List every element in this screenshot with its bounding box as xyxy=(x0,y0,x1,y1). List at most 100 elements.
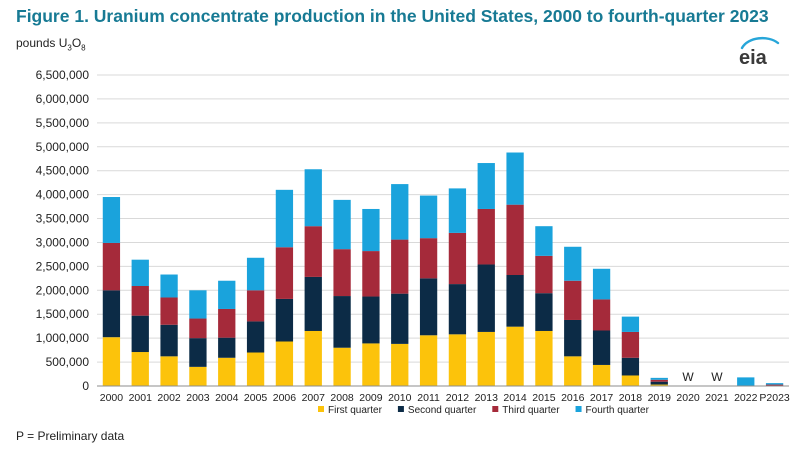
bar-segment xyxy=(160,324,178,357)
bar-segment xyxy=(564,280,582,320)
bar-segment xyxy=(102,242,121,291)
bar-segment xyxy=(102,290,121,338)
y-tick-label: 1,000,000 xyxy=(36,331,90,345)
bar-segment xyxy=(621,316,640,332)
bar-segment xyxy=(304,169,322,227)
footnote: P = Preliminary data xyxy=(16,429,125,443)
bar-segment xyxy=(477,331,495,386)
x-tick-label: 2004 xyxy=(215,392,239,404)
legend-swatch xyxy=(575,406,582,412)
bar-segment xyxy=(535,293,553,331)
bar-segment xyxy=(448,232,467,285)
bar-segment xyxy=(448,284,467,335)
withheld-annotation: W xyxy=(682,370,694,384)
bar-segment xyxy=(275,341,294,386)
bar-segment xyxy=(650,381,668,385)
bar-segment xyxy=(448,334,467,386)
bar-segment xyxy=(189,290,207,319)
y-tick-label: 6,000,000 xyxy=(36,92,90,106)
bar-segment xyxy=(765,384,784,386)
bar-segment xyxy=(333,199,351,250)
bar-segment xyxy=(189,366,207,386)
bar-segment xyxy=(304,226,322,277)
bar-segment xyxy=(477,208,495,265)
bar-segment xyxy=(765,383,784,385)
bar-segment xyxy=(246,321,265,353)
legend-label: First quarter xyxy=(328,405,383,416)
bar-segment xyxy=(535,330,553,386)
x-tick-label: 2019 xyxy=(648,392,672,404)
y-tick-label: 4,000,000 xyxy=(36,188,90,202)
y-tick-label: 5,500,000 xyxy=(36,116,90,130)
y-tick-label: 2,000,000 xyxy=(36,283,90,297)
bar-segment xyxy=(564,356,582,386)
x-tick-label: 2002 xyxy=(157,392,181,404)
bar-segment xyxy=(246,290,265,322)
x-tick-label: 2015 xyxy=(532,392,556,404)
bar-segment xyxy=(218,357,236,386)
bar-segment xyxy=(506,152,524,205)
chart: 0 500,000 1,000,000 1,500,000 2,000,000 2,500… xyxy=(36,68,790,416)
bar-segment xyxy=(592,299,611,331)
x-tick-label: 2003 xyxy=(186,392,210,404)
x-tick-label: 2006 xyxy=(273,392,297,404)
bar-segment xyxy=(333,249,351,297)
x-tick-label: 2021 xyxy=(705,392,729,404)
bar-segment xyxy=(131,352,149,386)
x-tick-label: 2011 xyxy=(417,392,440,404)
x-tick-label: 2010 xyxy=(388,392,412,404)
legend-swatch xyxy=(492,406,499,412)
bar-segment xyxy=(419,278,438,336)
chart-title: Figure 1. Uranium concentrate production… xyxy=(16,6,769,26)
legend-label: Second quarter xyxy=(408,405,477,416)
bar-segment xyxy=(275,189,294,248)
bar-segment xyxy=(650,379,668,382)
x-tick-label: 2013 xyxy=(475,392,499,404)
y-tick-label: 500,000 xyxy=(46,355,90,369)
legend-label: Fourth quarter xyxy=(586,405,650,416)
bar-segment xyxy=(333,296,351,348)
svg-text:eia: eia xyxy=(739,47,768,69)
x-tick-label: 2020 xyxy=(676,392,700,404)
withheld-annotation: W xyxy=(711,370,723,384)
bar-segment xyxy=(506,274,524,327)
x-tick-label: 2012 xyxy=(446,392,470,404)
y-tick-label: 5,000,000 xyxy=(36,140,90,154)
x-tick-label: 2000 xyxy=(100,392,124,404)
bar-segment xyxy=(477,163,495,209)
legend-swatch xyxy=(397,406,404,412)
bar-segment xyxy=(189,338,207,367)
bar-segment xyxy=(535,226,553,256)
bar-segment xyxy=(621,331,640,358)
bar-segment xyxy=(102,197,121,243)
bar-segment xyxy=(592,364,611,386)
x-tick-label: 2022 xyxy=(734,392,758,404)
bar-segment xyxy=(621,375,640,386)
bar-segment xyxy=(362,208,380,252)
x-tick-label: 2005 xyxy=(244,392,268,404)
y-tick-label: 1,500,000 xyxy=(36,307,90,321)
bar-segment xyxy=(218,280,236,309)
x-tick-label: 2014 xyxy=(503,392,527,404)
bar-segment xyxy=(189,318,207,339)
y-tick-label: 2,500,000 xyxy=(36,259,90,273)
y-tick-label: 0 xyxy=(82,379,89,393)
bar-segment xyxy=(564,319,582,357)
bar-segment xyxy=(304,330,322,386)
bar-segment xyxy=(246,257,265,291)
bar-segment xyxy=(419,195,438,239)
bar-segment xyxy=(333,347,351,386)
bar-segment xyxy=(535,255,553,294)
x-tick-label: 2007 xyxy=(302,392,326,404)
bar-segment xyxy=(246,352,265,386)
bar-segment xyxy=(391,293,409,344)
bar-segment xyxy=(592,330,611,365)
y-tick-label: 4,500,000 xyxy=(36,164,90,178)
bar-segment xyxy=(621,357,640,376)
bar-segment xyxy=(419,238,438,279)
x-tick-label: 2009 xyxy=(359,392,383,404)
bar-segment xyxy=(391,343,409,386)
y-tick-label: 6,500,000 xyxy=(36,68,90,82)
bar-segment xyxy=(564,246,582,281)
legend-label: Third quarter xyxy=(502,405,560,416)
